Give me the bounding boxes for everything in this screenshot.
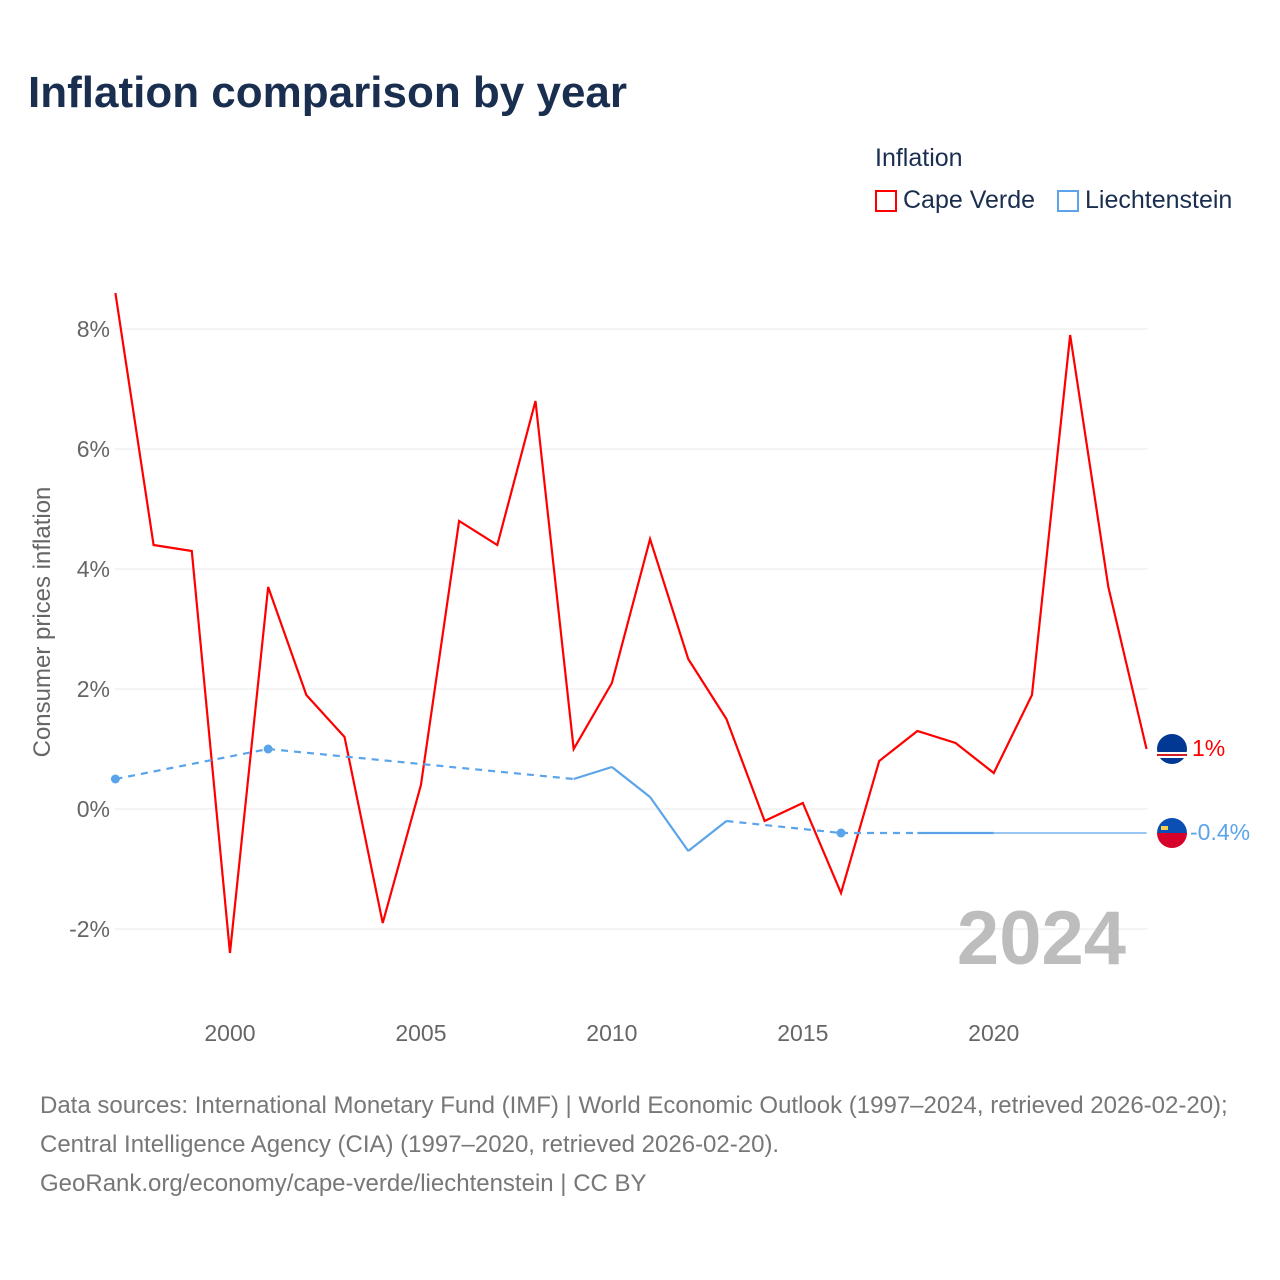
liechtenstein-line-segment (687, 820, 728, 852)
liechtenstein-line-segment (726, 819, 842, 835)
y-tick-label: -2% (69, 916, 110, 942)
cape-verde-flag-icon (1157, 734, 1187, 764)
legend-label: Cape Verde (903, 186, 1036, 214)
legend-item-liechtenstein[interactable]: Liechtenstein (1057, 186, 1232, 215)
source-link[interactable]: GeoRank.org/economy/cape-verde/liechtens… (40, 1170, 647, 1197)
liechtenstein-point (263, 744, 273, 754)
liechtenstein-end-label: -0.4% (1190, 819, 1250, 845)
liechtenstein-line-segment (268, 747, 574, 781)
legend-item-cape-verde[interactable]: Cape Verde (875, 186, 1035, 215)
x-tick-label: 2015 (777, 1020, 828, 1046)
y-tick-label: 4% (77, 556, 110, 582)
liechtenstein-line-segment (649, 796, 690, 852)
cape-verde-end-label: 1% (1192, 735, 1225, 761)
liechtenstein-flag-icon (1157, 818, 1187, 848)
y-tick-label: 0% (77, 796, 110, 822)
data-sources: Data sources: International Monetary Fun… (40, 1092, 1228, 1158)
x-tick-label: 2005 (395, 1020, 446, 1046)
legend-swatch (1057, 189, 1079, 212)
y-tick-label: 8% (77, 316, 110, 342)
y-tick-label: 2% (77, 676, 110, 702)
y-axis-label: Consumer prices inflation (29, 487, 56, 758)
liechtenstein-line-segment (115, 747, 269, 781)
cape-verde-line (114, 292, 1148, 954)
footer: Data sources: International Monetary Fun… (40, 1086, 1250, 1203)
year-watermark: 2024 (957, 896, 1126, 981)
x-tick-label: 2020 (968, 1020, 1019, 1046)
liechtenstein-line-segment (573, 765, 613, 781)
liechtenstein-point (836, 828, 846, 838)
legend-swatch (875, 189, 897, 212)
x-tick-label: 2000 (204, 1020, 255, 1046)
x-tick-label: 2010 (586, 1020, 637, 1046)
liechtenstein-line-segment (611, 766, 651, 798)
legend-title: Inflation (875, 144, 963, 172)
liechtenstein-point (110, 774, 120, 784)
chart-title: Inflation comparison by year (28, 68, 628, 117)
legend-label: Liechtenstein (1085, 186, 1233, 214)
y-tick-label: 6% (77, 436, 110, 462)
